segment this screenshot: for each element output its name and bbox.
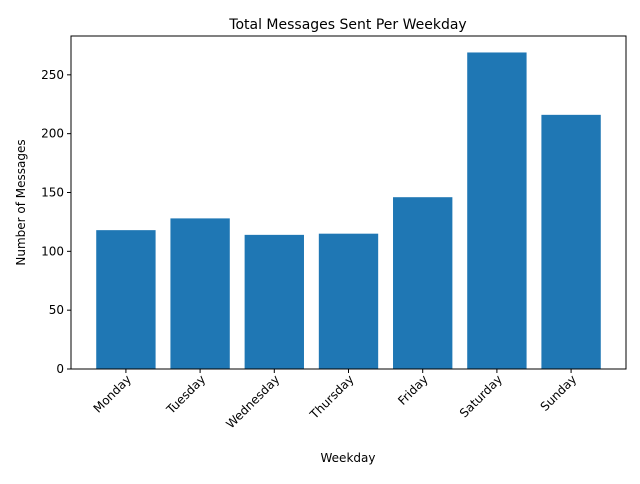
plot-frame bbox=[70, 35, 627, 370]
bars-group bbox=[96, 52, 601, 369]
y-tick-label: 200 bbox=[41, 127, 64, 141]
bar-wednesday bbox=[244, 234, 304, 369]
bar-friday bbox=[393, 197, 453, 369]
y-tick-label: 150 bbox=[41, 186, 64, 200]
chart-title: Total Messages Sent Per Weekday bbox=[228, 17, 466, 33]
bar-sunday bbox=[541, 114, 601, 369]
y-tick-label: 0 bbox=[56, 362, 64, 376]
bar-tuesday bbox=[170, 218, 230, 369]
y-tick-label: 100 bbox=[41, 244, 64, 258]
y-axis-ticks: 0 50 100 150 200 250 bbox=[41, 68, 71, 376]
y-tick-label: 250 bbox=[41, 68, 64, 82]
x-axis-label: Weekday bbox=[321, 451, 376, 465]
bar-thursday bbox=[318, 233, 379, 369]
bar-saturday bbox=[467, 52, 527, 369]
y-axis-label: Number of Messages bbox=[14, 139, 28, 265]
y-tick-label: 50 bbox=[49, 303, 64, 317]
bar-monday bbox=[96, 230, 156, 369]
